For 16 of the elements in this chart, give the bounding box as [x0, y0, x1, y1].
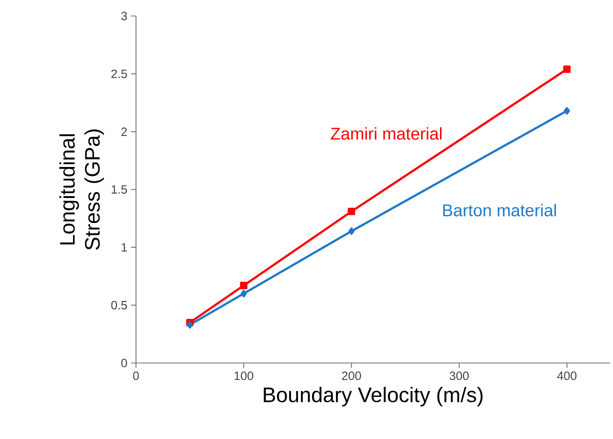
y-tick-label: 0.5: [111, 300, 127, 310]
x-tick-label: 200: [342, 372, 361, 380]
y-tick-label: 2: [121, 127, 127, 136]
y-tick-label: 0: [121, 358, 128, 368]
y-tick-label: 1: [122, 243, 127, 252]
x-axis-title: Boundary Velocity (m/s): [264, 386, 483, 406]
series-label: Zamiri material: [330, 127, 442, 140]
y-tick-label: 3: [121, 12, 127, 20]
x-tick-label: 300: [450, 372, 469, 380]
x-tick-label: 400: [557, 372, 576, 380]
y-axis-title: Longitudinal Stress (GPa): [59, 130, 104, 250]
y-tick-label: 2.5: [111, 70, 127, 78]
y-tick-label: 1.5: [112, 185, 127, 194]
x-tick-label: 0: [133, 372, 139, 380]
x-tick-label: 100: [234, 372, 254, 380]
series-label: Barton material: [443, 204, 556, 216]
